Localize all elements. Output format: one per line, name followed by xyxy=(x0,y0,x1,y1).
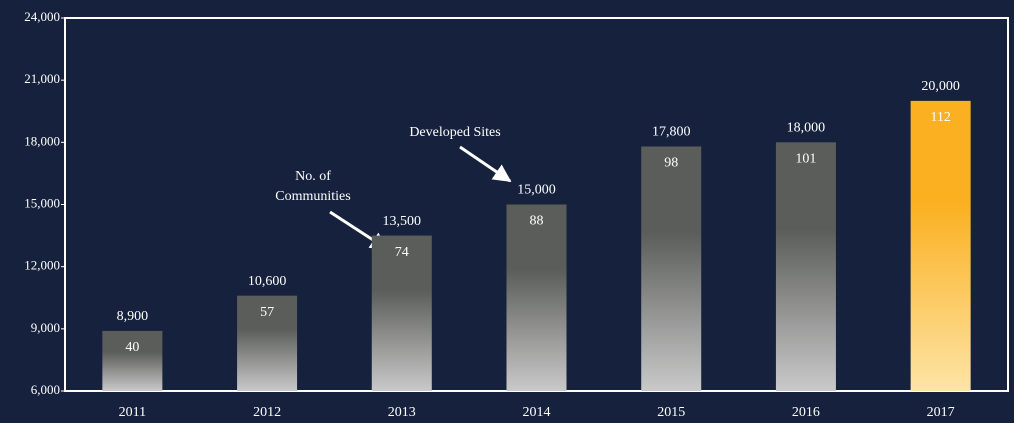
community-label: 112 xyxy=(930,110,950,125)
value-label: 15,000 xyxy=(517,183,556,198)
community-label: 74 xyxy=(395,245,409,260)
bar xyxy=(102,330,163,391)
value-label: 10,600 xyxy=(248,274,287,289)
x-tick-label: 2013 xyxy=(388,405,416,420)
value-label: 18,000 xyxy=(787,121,826,136)
community-label: 57 xyxy=(260,305,274,320)
bar xyxy=(775,142,836,391)
x-tick-label: 2011 xyxy=(119,405,146,420)
annotation: Communities xyxy=(275,189,350,204)
annotation: No. of xyxy=(295,169,331,184)
y-tick-label: 9,000 xyxy=(31,320,60,335)
annotation: Developed Sites xyxy=(409,125,500,140)
value-label: 17,800 xyxy=(652,125,691,140)
y-tick-label: 15,000 xyxy=(24,195,60,210)
bar xyxy=(237,295,298,391)
y-tick-label: 12,000 xyxy=(24,258,60,273)
bar xyxy=(506,204,567,391)
x-tick-label: 2015 xyxy=(657,405,685,420)
bar xyxy=(641,146,702,391)
y-tick-label: 24,000 xyxy=(24,9,60,24)
community-label: 88 xyxy=(530,214,544,229)
x-tick-label: 2017 xyxy=(927,405,955,420)
value-label: 13,500 xyxy=(383,214,422,229)
community-label: 98 xyxy=(664,156,678,171)
y-tick-label: 18,000 xyxy=(24,133,60,148)
community-label: 101 xyxy=(795,152,816,167)
bar xyxy=(910,100,971,391)
value-label: 8,900 xyxy=(117,309,149,324)
y-tick-label: 6,000 xyxy=(31,382,60,397)
x-tick-label: 2014 xyxy=(523,405,551,420)
value-label: 20,000 xyxy=(921,79,960,94)
x-tick-label: 2012 xyxy=(253,405,281,420)
x-tick-label: 2016 xyxy=(792,405,820,420)
y-tick-label: 21,000 xyxy=(24,71,60,86)
bar xyxy=(371,235,432,391)
community-label: 40 xyxy=(125,340,139,355)
annotation-arrow xyxy=(459,145,512,183)
